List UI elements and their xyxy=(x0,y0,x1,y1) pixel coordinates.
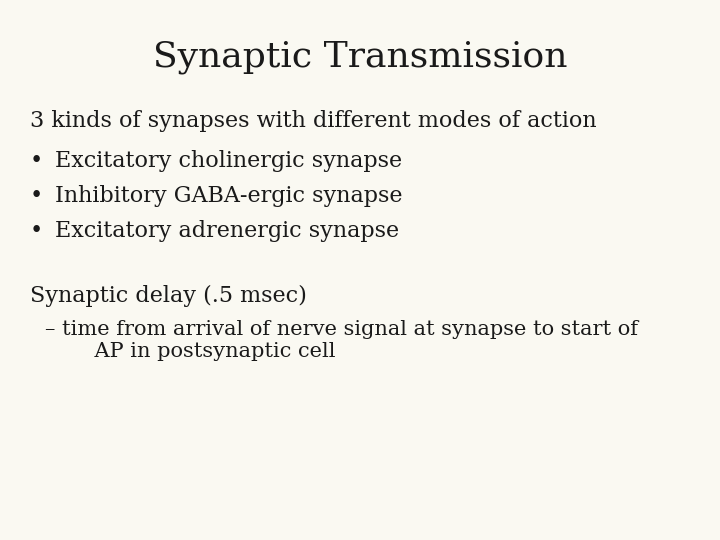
Text: •: • xyxy=(30,220,43,242)
Text: 3 kinds of synapses with different modes of action: 3 kinds of synapses with different modes… xyxy=(30,110,597,132)
Text: •: • xyxy=(30,150,43,172)
Text: •: • xyxy=(30,185,43,207)
Text: Excitatory cholinergic synapse: Excitatory cholinergic synapse xyxy=(55,150,402,172)
Text: Excitatory adrenergic synapse: Excitatory adrenergic synapse xyxy=(55,220,399,242)
Text: Synaptic delay (.5 msec): Synaptic delay (.5 msec) xyxy=(30,285,307,307)
Text: AP in postsynaptic cell: AP in postsynaptic cell xyxy=(68,342,336,361)
Text: – time from arrival of nerve signal at synapse to start of: – time from arrival of nerve signal at s… xyxy=(45,320,638,339)
Text: Inhibitory GABA-ergic synapse: Inhibitory GABA-ergic synapse xyxy=(55,185,402,207)
Text: Synaptic Transmission: Synaptic Transmission xyxy=(153,40,567,74)
